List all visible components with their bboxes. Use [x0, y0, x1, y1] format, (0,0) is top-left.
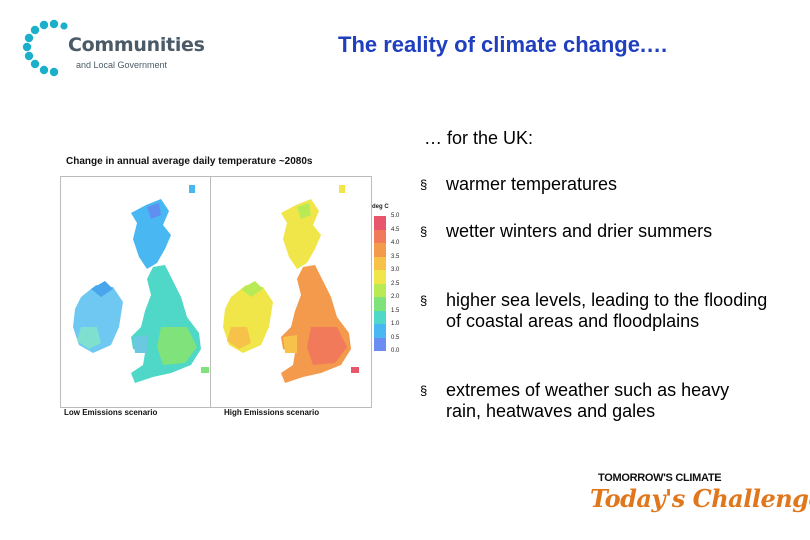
legend-tick-label: 3.0	[391, 267, 400, 273]
legend-tick-label: 3.5	[391, 253, 400, 260]
legend-tick-label: 2.5	[391, 280, 400, 287]
bullet-text: warmer temperatures	[446, 174, 618, 194]
legend-swatch	[374, 297, 386, 311]
bullet-text: wetter winters and drier summers	[446, 221, 713, 241]
legend-swatch	[374, 283, 386, 297]
uk-map-low-image	[73, 185, 209, 383]
bullet-mark: §	[420, 177, 428, 192]
logo-subtitle: and Local Government	[76, 60, 168, 70]
map-panel-low	[60, 176, 222, 408]
logo-name: Communities	[68, 34, 205, 56]
legend-tick-label: 0.0	[391, 348, 400, 354]
intro-text: … for the UK:	[424, 128, 534, 148]
legend-tick-label: 2.0	[391, 294, 400, 300]
tc-logo-bottom: Today's Challenge	[590, 484, 810, 513]
page-title: The reality of climate change.…	[338, 32, 669, 57]
map-panel-high	[210, 176, 372, 408]
legend-tick-label: 5.0	[391, 213, 400, 219]
legend-swatch	[374, 337, 386, 351]
legend-swatch	[374, 243, 386, 257]
legend-tick-label: 4.0	[391, 240, 400, 246]
bullet-text: higher sea levels, leading to the floodi…	[446, 290, 768, 331]
bullet-mark: §	[420, 224, 428, 239]
tc-logo-top: TOMORROW'S CLIMATE	[598, 472, 722, 484]
temperature-map-figure: Change in annual average daily temperatu…	[60, 150, 399, 420]
communities-logo: Communities and Local Government	[20, 18, 205, 80]
legend-tick-label: 0.5	[391, 334, 400, 341]
logo-dots-icon	[22, 19, 68, 77]
legend-swatch	[374, 324, 386, 338]
tomorrows-climate-logo: TOMORROW'S CLIMATE Today's Challenge	[590, 470, 810, 520]
legend-tick-label: 4.5	[391, 226, 400, 233]
legend-swatch	[374, 256, 386, 270]
bullet-mark: §	[420, 293, 428, 308]
temperature-legend: deg C 5.0 4.5 4.0 3.5 3.0 2.5 2.0 1.5 1.0 0.5 0.0	[372, 204, 402, 374]
high-scenario-label: High Emissions scenario	[224, 408, 320, 417]
legend-swatch	[374, 229, 386, 243]
uk-map-high-image	[223, 185, 359, 383]
legend-swatch	[374, 310, 386, 324]
legend-swatch	[374, 216, 386, 230]
legend-tick-label: 1.0	[391, 321, 400, 327]
legend-tick-label: 1.5	[391, 307, 400, 314]
figure-title: Change in annual average daily temperatu…	[66, 156, 313, 167]
low-scenario-label: Low Emissions scenario	[64, 408, 158, 417]
bullet-mark: §	[420, 383, 428, 398]
legend-unit: deg C	[372, 204, 389, 210]
bullet-text: extremes of weather such as heavy rain, …	[446, 380, 730, 421]
legend-swatch	[374, 270, 386, 284]
